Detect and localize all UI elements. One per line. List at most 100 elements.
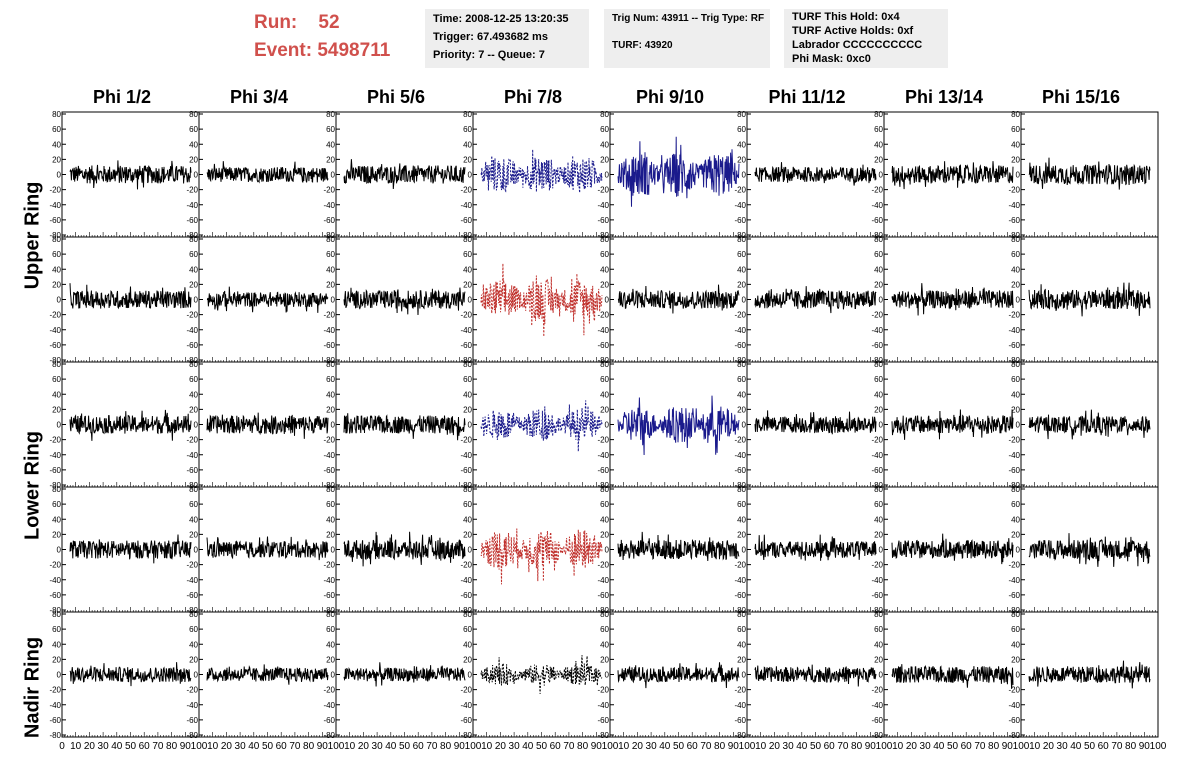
y-tick-label: 40	[326, 265, 335, 274]
column-header-phi-5-6: Phi 5/6	[366, 87, 426, 107]
x-tick-label: 10	[207, 741, 219, 752]
y-tick-label: 20	[52, 280, 61, 289]
y-tick-label: -20	[871, 311, 883, 320]
y-tick-label: 60	[600, 375, 609, 384]
y-tick-label: 20	[600, 530, 609, 539]
y-tick-label: 0	[879, 296, 884, 305]
y-tick-label: -40	[597, 326, 609, 335]
priority-text: Priority: 7 -- Queue: 7	[433, 49, 545, 61]
y-tick-label: 20	[874, 405, 883, 414]
y-tick-label: 40	[874, 265, 883, 274]
y-tick-label: -80	[186, 356, 198, 365]
y-tick-label: 0	[1016, 171, 1021, 180]
y-tick-label: 60	[52, 375, 61, 384]
y-tick-label: -80	[734, 231, 746, 240]
y-tick-label: -80	[460, 231, 472, 240]
y-tick-label: 80	[52, 485, 61, 494]
y-tick-label: 80	[189, 235, 198, 244]
time-info-box: Time: 2008-12-25 13:20:35 Trigger: 67.49…	[425, 9, 589, 68]
turf-info-box: TURF This Hold: 0x4 TURF Active Holds: 0…	[784, 9, 948, 68]
y-tick-label: 80	[52, 360, 61, 369]
trig-num-text: Trig Num: 43911 -- Trig Type: RF	[612, 13, 765, 24]
waveform-trace	[754, 534, 877, 561]
y-tick-label: 20	[52, 405, 61, 414]
y-tick-label: 40	[189, 265, 198, 274]
x-tick-label: 10	[618, 741, 630, 752]
y-tick-label: 60	[1011, 625, 1020, 634]
y-tick-label: -40	[323, 701, 335, 710]
y-tick-label: -60	[1008, 341, 1020, 350]
y-tick-label: 20	[189, 280, 198, 289]
y-tick-label: 60	[600, 500, 609, 509]
x-tick-label: 40	[522, 741, 534, 752]
y-tick-label: -40	[460, 701, 472, 710]
y-tick-label: 20	[737, 530, 746, 539]
y-tick-label: 0	[605, 296, 610, 305]
y-tick-label: 0	[1016, 546, 1021, 555]
y-tick-label: 0	[57, 171, 62, 180]
y-tick-label: -20	[1008, 436, 1020, 445]
y-tick-label: 40	[52, 390, 61, 399]
y-tick-label: 60	[189, 375, 198, 384]
y-tick-label: 60	[326, 250, 335, 259]
y-tick-label: -80	[49, 231, 61, 240]
y-tick-label: -40	[186, 576, 198, 585]
y-tick-label: 40	[463, 515, 472, 524]
x-tick-label: 20	[358, 741, 370, 752]
y-tick-label: -40	[186, 326, 198, 335]
y-tick-label: 60	[1011, 250, 1020, 259]
x-tick-label: 80	[851, 741, 863, 752]
y-tick-label: -40	[1008, 576, 1020, 585]
y-tick-label: -60	[186, 341, 198, 350]
y-tick-label: 40	[1011, 515, 1020, 524]
waveform-trace	[206, 412, 329, 439]
y-tick-label: -20	[49, 686, 61, 695]
y-tick-label: 80	[463, 360, 472, 369]
y-tick-label: -60	[186, 716, 198, 725]
x-tick-label: 100	[328, 741, 345, 752]
y-tick-label: -40	[460, 451, 472, 460]
waveform-trace	[617, 662, 740, 689]
y-tick-label: 80	[600, 360, 609, 369]
x-tick-label: 70	[289, 741, 301, 752]
y-tick-label: 80	[189, 360, 198, 369]
waveform-trace	[480, 149, 603, 193]
y-tick-label: 80	[1011, 110, 1020, 119]
y-tick-label: 20	[874, 530, 883, 539]
y-tick-label: -20	[460, 436, 472, 445]
y-tick-label: -80	[460, 606, 472, 615]
y-tick-label: 60	[326, 125, 335, 134]
y-tick-label: 60	[189, 125, 198, 134]
waveform-trace	[206, 536, 329, 561]
y-tick-label: -60	[734, 591, 746, 600]
y-tick-label: 40	[874, 515, 883, 524]
y-tick-label: -20	[460, 311, 472, 320]
y-tick-label: -40	[186, 701, 198, 710]
y-tick-label: 60	[874, 250, 883, 259]
x-tick-label: 0	[59, 741, 65, 752]
y-tick-label: -40	[186, 451, 198, 460]
x-tick-label: 10	[755, 741, 767, 752]
x-tick-label: 60	[961, 741, 973, 752]
y-tick-label: 0	[742, 296, 747, 305]
waveform-trace	[69, 409, 192, 441]
x-tick-label: 70	[152, 741, 164, 752]
x-tick-label: 60	[139, 741, 151, 752]
y-tick-label: 0	[879, 671, 884, 680]
y-tick-label: 0	[194, 171, 199, 180]
y-tick-label: -20	[323, 561, 335, 570]
y-tick-label: 80	[52, 235, 61, 244]
y-tick-label: 80	[326, 235, 335, 244]
column-header-phi-7-8: Phi 7/8	[503, 87, 563, 107]
y-tick-label: -40	[871, 451, 883, 460]
y-tick-label: -20	[460, 561, 472, 570]
y-tick-label: 80	[1011, 235, 1020, 244]
y-tick-label: 0	[742, 171, 747, 180]
y-tick-label: 40	[52, 640, 61, 649]
y-tick-label: 20	[1011, 655, 1020, 664]
waveform-trace	[617, 531, 740, 561]
y-tick-label: 0	[468, 171, 473, 180]
column-header-phi-15-16: Phi 15/16	[1041, 87, 1121, 107]
y-tick-label: -60	[186, 591, 198, 600]
waveform-trace	[754, 286, 877, 314]
